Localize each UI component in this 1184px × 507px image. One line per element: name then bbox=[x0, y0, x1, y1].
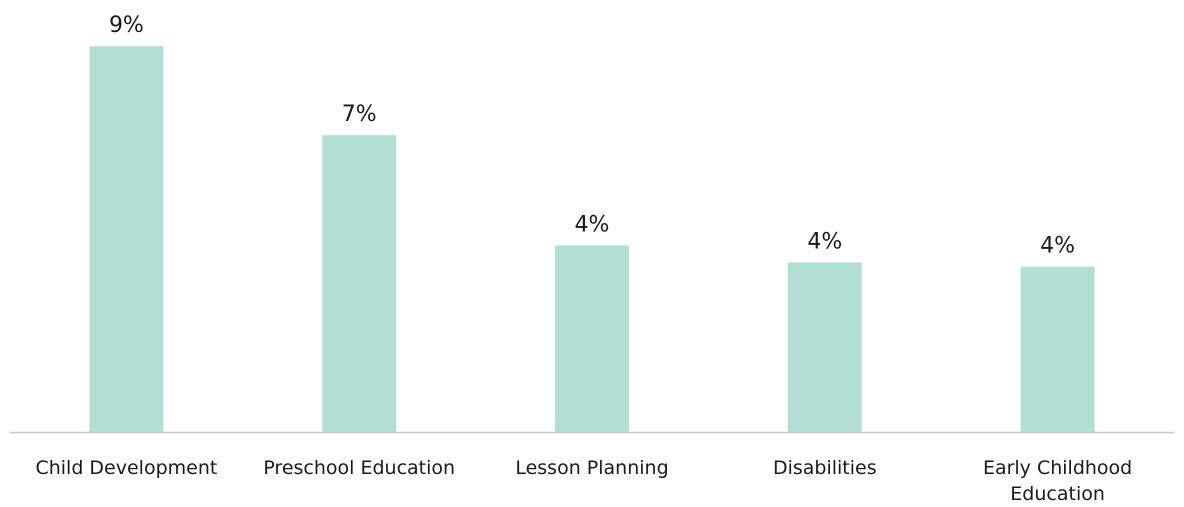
x-tick-label-4: Early Childhood Education bbox=[983, 457, 1132, 505]
data-label-4: 4% bbox=[1040, 234, 1075, 259]
x-tick-label-2: Lesson Planning bbox=[515, 457, 668, 479]
bar-4 bbox=[1020, 266, 1095, 432]
data-label-1: 7% bbox=[342, 102, 377, 127]
x-tick-label-1: Preschool Education bbox=[263, 457, 455, 479]
bar-3 bbox=[787, 262, 862, 432]
data-labels-group: 9% 7% 4% 4% 4% bbox=[109, 13, 1075, 258]
data-label-2: 4% bbox=[575, 212, 610, 237]
x-tick-labels-group: Child Development Preschool Education Less… bbox=[35, 457, 1132, 505]
bar-2 bbox=[555, 245, 629, 432]
x-tick-label-3: Disabilities bbox=[773, 457, 877, 479]
bar-1 bbox=[322, 135, 397, 432]
x-tick-label-0: Child Development bbox=[35, 457, 217, 479]
data-label-3: 4% bbox=[807, 229, 842, 254]
data-label-0: 9% bbox=[109, 13, 144, 38]
bar-0 bbox=[89, 46, 164, 432]
bars-group bbox=[89, 46, 1095, 432]
